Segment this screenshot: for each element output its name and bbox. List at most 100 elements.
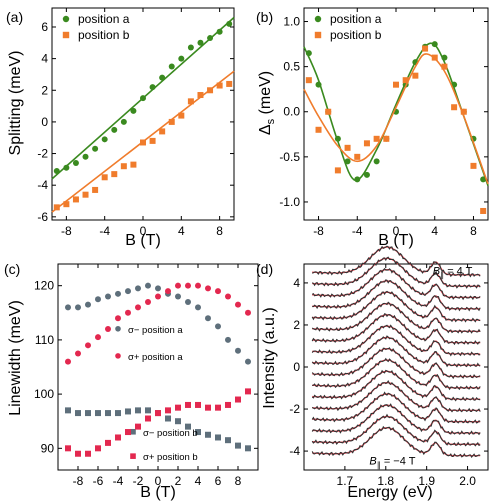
panel-c-xtick-label: 0 [155,474,162,488]
panel-b-point-1 [451,81,458,88]
panel-c-point-3 [75,410,81,417]
panel-d-xtick-label: 2.0 [459,474,476,488]
panel-c-point-1 [225,336,231,343]
panel-c-point-3 [135,407,141,414]
panel-c-legend-marker-4 [130,453,136,459]
panel-b-legend-marker-1 [314,15,322,23]
panel-d-xtick-label: 1.8 [377,474,394,488]
panel-a-point-1 [82,153,89,160]
panel-c-point-1 [125,288,131,295]
panel-c-point-4 [95,445,101,452]
panel-a-xtick-label: 4 [178,224,185,238]
panel-a-point-2 [72,196,79,203]
panel-a-point-2 [82,191,89,198]
panel-a-point-1 [168,63,175,70]
panel-d-field-label-sub: ∥ [377,461,381,470]
panel-c-ytick-label: 100 [34,387,54,401]
panel-c-point-4 [135,423,141,430]
panel-c-point-4 [115,434,121,441]
panel-b-ylabel-sub: s [265,118,277,124]
panel-c-xtick-label: 4 [195,474,202,488]
panel-b-point-2 [315,126,322,133]
panel-c-point-3 [185,423,191,430]
panel-a-point-2 [63,201,70,208]
panel-b-legend-label-1: position a [330,12,382,26]
panel-d-spectrum-9 [311,335,481,368]
panel-c-point-3 [125,408,131,415]
panel-a-point-1 [101,136,108,143]
panel-a-point-2 [159,128,166,135]
panel-c-point-3 [235,442,241,449]
panel-a-point-2 [197,92,204,99]
panel-b-ylabel-main: Δ [257,124,274,135]
panel-b-point-2 [480,207,487,214]
panel-d-ytick-label: 2 [293,318,300,332]
panel-c-point-4 [165,407,171,414]
panel-d-spectrum-5 [311,380,481,413]
panel-d-spectrum-1 [311,425,481,459]
panel-b-point-2 [412,72,419,79]
panel-b-plot: -8 -4 0 4 8 -1.0 -0.5 0.0 0.5 1.0 position a positi… [279,7,489,238]
panel-b-ylabel: Δs (meV) [257,71,277,135]
panel-c-legend-label-1: σ− position a [128,325,183,336]
panel-a-point-2 [149,137,156,144]
panel-c-xtick-label: 2 [175,474,182,488]
panel-c-point-4 [235,396,241,403]
panel-d-spectrum-13 [311,290,481,323]
panel-c-point-1 [75,304,81,311]
panel-a-point-1 [53,167,60,174]
panel-c-point-2 [185,282,191,289]
panel-b-point-2 [305,77,312,84]
panel-d-spectrum-10 [311,324,481,357]
panel-c-point-3 [165,415,171,422]
panel-d-spectrum-2 [311,413,481,447]
panel-a-point-2 [187,98,194,105]
panel-b-ylabel-unit: (meV) [257,71,274,119]
panel-a-legend-label-2: position b [78,28,130,42]
panel-d-spectrum-11 [311,313,481,346]
panel-c-point-1 [185,298,191,305]
panel-d-ylabel: Intensity (a.u.) [261,307,278,408]
panel-c-point-4 [185,401,191,408]
panel-a-legend-marker-2 [62,31,70,39]
panel-c-point-1 [65,304,71,311]
panel-a-point-2 [178,112,185,119]
panel-a-point-2 [92,186,99,193]
panel-a-point-1 [187,44,194,51]
panel-c-xtick-label: -6 [93,474,104,488]
panel-a-ytick-label: -2 [37,147,48,161]
panel-b-point-1 [334,135,341,142]
panel-a-point-2 [130,161,137,168]
panel-d-field-label-value: = −4 T [381,456,416,468]
panel-a-ytick-label: 2 [41,83,48,97]
panel-b-point-2 [441,63,448,70]
panel-b-point-1 [344,158,351,165]
panel-c-ytick-label: 120 [34,279,54,293]
panel-b-point-2 [451,104,458,111]
panel-d-spectrum-4 [311,391,481,424]
panel-b-xlabel: B (T) [378,232,414,249]
panel-c-point-2 [135,304,141,311]
panel-d-spectrum-15 [311,267,481,301]
panel-d-field-label-2: B∥ = −4 T [369,456,415,470]
panel-d-field-label-main: B [433,266,440,278]
panel-b-xtick-label: 8 [470,224,477,238]
panel-c-point-1 [115,290,121,297]
panel-c: (c) -8 -6 -4 -2 0 2 4 6 8 90 100 110 120 σ− position … [4,261,259,501]
panel-c-point-3 [245,445,251,452]
panel-b-xtick-label: 4 [431,224,438,238]
panel-c-legend-label-3: σ− position b [143,428,198,439]
panel-c-point-3 [115,410,121,417]
panel-b-point-2 [460,108,467,115]
panel-c-point-2 [215,288,221,295]
panel-c-xtick-label: 8 [235,474,242,488]
panel-c-xtick-label: -2 [133,474,144,488]
panel-d-ytick-label: 4 [293,276,300,290]
panel-a-point-2 [53,204,60,211]
panel-d-spectrum-6 [311,369,481,402]
panel-d-field-label-sub: ∥ [440,271,444,280]
panel-c-point-4 [215,404,221,411]
panel-a: (a) -8 -4 0 4 8 -6 -4 -2 0 2 4 6 position a position … [6,7,235,249]
panel-b-point-1 [363,171,370,178]
